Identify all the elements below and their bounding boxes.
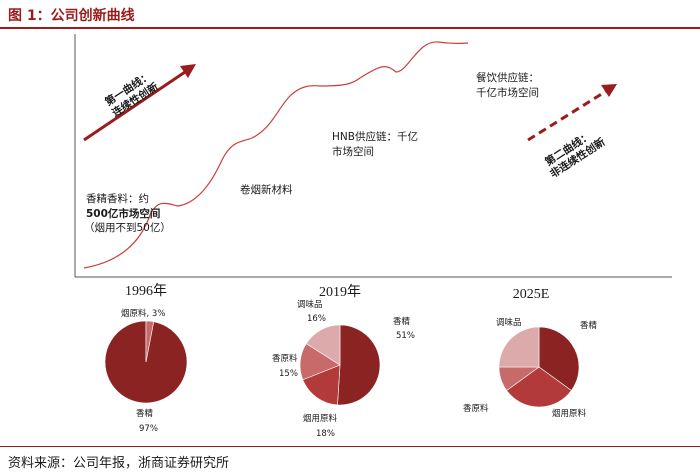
figure-title: 图 1：公司创新曲线 <box>8 8 135 24</box>
stage3-label-line1: HNB供应链：千亿 <box>332 130 418 143</box>
footer-rule <box>0 446 700 447</box>
pie-2019-value-xiangyuanliao: 15% <box>279 369 298 379</box>
pie-2025e-title: 2025E <box>513 287 550 302</box>
pie-2025e-label-xiangjing: 香精 <box>580 320 598 331</box>
innovation-curve-figure: 第一曲线： 连续性创新 第二曲线： 非连续性创新 香精香料：约 500亿市场空间… <box>74 34 672 439</box>
pie-2025e-label-tiaoweipin: 调味品 <box>496 317 522 328</box>
pie-slice-1-2 <box>145 320 155 363</box>
pie-1996-label-xiangjing: 香精 <box>136 408 154 419</box>
pie-1996-value-xiangjing: 97% <box>139 424 158 434</box>
source-note: 资料来源：公司年报，浙商证券研究所 <box>8 456 230 471</box>
stage3-label-line2: 市场空间 <box>332 145 374 158</box>
pie-1996 <box>104 320 188 404</box>
pie-1996-label-yanyuanliao: 烟原料, 3% <box>121 308 165 319</box>
pie-slice-3-2 <box>506 366 572 408</box>
pie-2019-label-xiangyuanliao: 香原料 <box>272 353 298 364</box>
pie-slice-2-2 <box>302 364 341 406</box>
pie-slice-3-1 <box>538 326 580 391</box>
pie-2025e-label-yanyongyuanliao: 烟用原料 <box>552 408 587 419</box>
pie-2025e <box>498 326 580 408</box>
stage1-label-line3: （烟用不到50亿） <box>84 221 171 234</box>
pie-slice-2-4 <box>305 324 341 366</box>
second-curve-arrow <box>527 84 617 142</box>
pie-2019-label-yanyongyuanliao: 烟用原料 <box>303 413 338 424</box>
stage1-label-line1: 香精香料：约 <box>86 192 149 205</box>
pie-slice-3-4 <box>498 326 540 368</box>
first-curve-arrow <box>83 64 196 142</box>
pie-2019-label-xiangjing: 香精 <box>393 316 411 327</box>
title-rule <box>0 27 700 29</box>
pie-2019-value-yanyongyuanliao: 18% <box>316 429 335 439</box>
stage2-label: 卷烟新材料 <box>240 183 293 196</box>
stage1-label-line2: 500亿市场空间 <box>86 207 160 220</box>
pie-2019-label-tiaoweipin: 调味品 <box>297 299 323 310</box>
pie-2019-value-tiaoweipin: 16% <box>307 314 326 324</box>
innovation-curve <box>83 41 469 269</box>
pie-2019-title: 2019年 <box>319 284 361 300</box>
stage4-label-line1: 餐饮供应链： <box>476 71 539 84</box>
stage4-label-line2: 千亿市场空间 <box>476 86 539 99</box>
pie-2025e-label-xiangyuanliao: 香原料 <box>463 403 489 414</box>
pie-1996-title: 1996年 <box>125 283 167 299</box>
pie-2019-value-xiangjing: 51% <box>396 331 415 341</box>
pie-slice-2-1 <box>337 324 381 406</box>
pie-2019 <box>299 324 381 406</box>
